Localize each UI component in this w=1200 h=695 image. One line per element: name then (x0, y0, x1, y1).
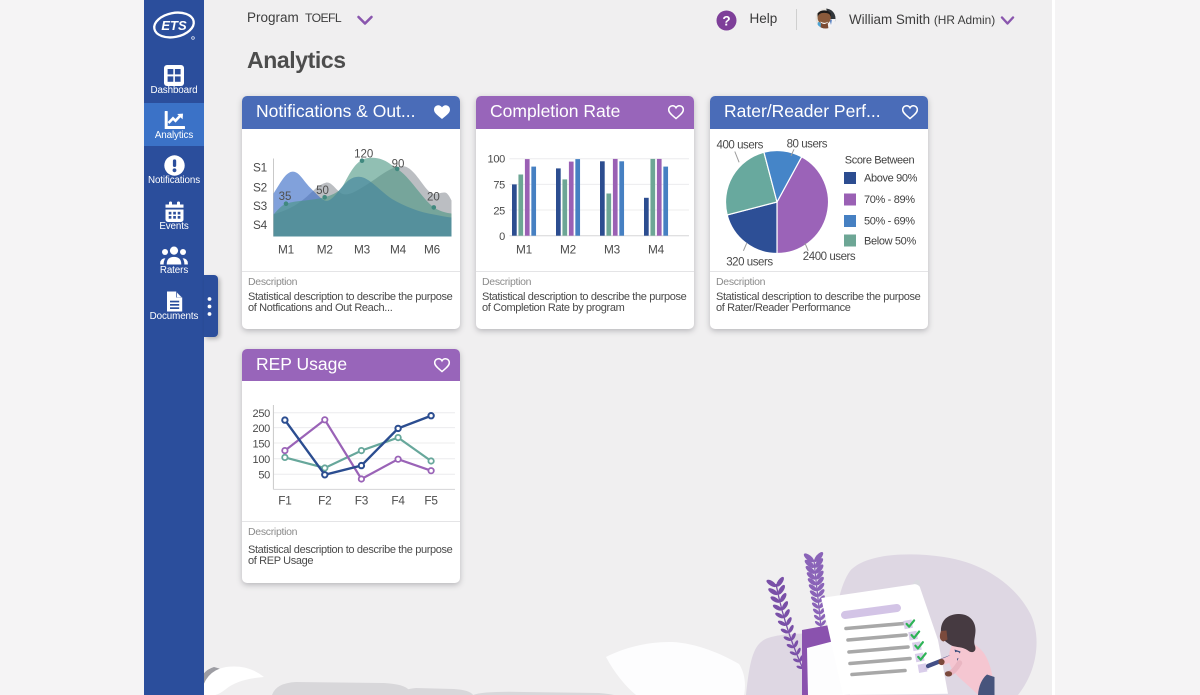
svg-text:F4: F4 (391, 493, 405, 507)
svg-text:80 users: 80 users (787, 138, 828, 150)
svg-text:150: 150 (253, 438, 271, 450)
svg-text:F3: F3 (355, 493, 369, 507)
svg-text:M2: M2 (317, 242, 333, 256)
svg-text:?: ? (722, 13, 730, 28)
svg-text:S4: S4 (253, 217, 268, 231)
svg-text:2400 users: 2400 users (803, 251, 856, 263)
svg-text:M6: M6 (424, 242, 441, 256)
svg-text:320 users: 320 users (726, 256, 773, 268)
svg-text:M4: M4 (390, 242, 407, 256)
svg-text:S3: S3 (253, 198, 268, 212)
svg-text:ETS: ETS (161, 18, 187, 33)
svg-text:25: 25 (493, 205, 505, 217)
svg-text:Above 90%: Above 90% (864, 172, 918, 184)
svg-text:50: 50 (316, 184, 329, 196)
svg-text:M4: M4 (648, 242, 665, 256)
svg-text:90: 90 (392, 158, 405, 170)
svg-text:M3: M3 (604, 242, 621, 256)
svg-text:35: 35 (279, 191, 292, 203)
svg-text:M2: M2 (560, 242, 576, 256)
svg-text:M1: M1 (278, 242, 294, 256)
svg-text:Score Between: Score Between (845, 154, 915, 166)
svg-text:S2: S2 (253, 180, 267, 194)
svg-text:F1: F1 (278, 493, 291, 507)
svg-text:100: 100 (253, 454, 271, 466)
svg-text:100: 100 (488, 153, 506, 165)
svg-text:F5: F5 (424, 493, 438, 507)
svg-text:75: 75 (493, 179, 505, 191)
svg-text:M1: M1 (516, 242, 532, 256)
svg-text:S1: S1 (253, 160, 267, 174)
svg-text:200: 200 (253, 423, 271, 435)
svg-text:Below 50%: Below 50% (864, 235, 916, 247)
svg-text:120: 120 (354, 148, 373, 160)
svg-text:400 users: 400 users (717, 139, 764, 151)
svg-text:M3: M3 (354, 242, 371, 256)
svg-text:50% - 69%: 50% - 69% (864, 215, 915, 227)
svg-text:20: 20 (427, 191, 440, 203)
svg-text:250: 250 (253, 408, 271, 420)
svg-text:F2: F2 (318, 493, 331, 507)
svg-text:50: 50 (258, 470, 270, 482)
svg-text:0: 0 (499, 231, 505, 243)
svg-text:70% - 89%: 70% - 89% (864, 193, 915, 205)
